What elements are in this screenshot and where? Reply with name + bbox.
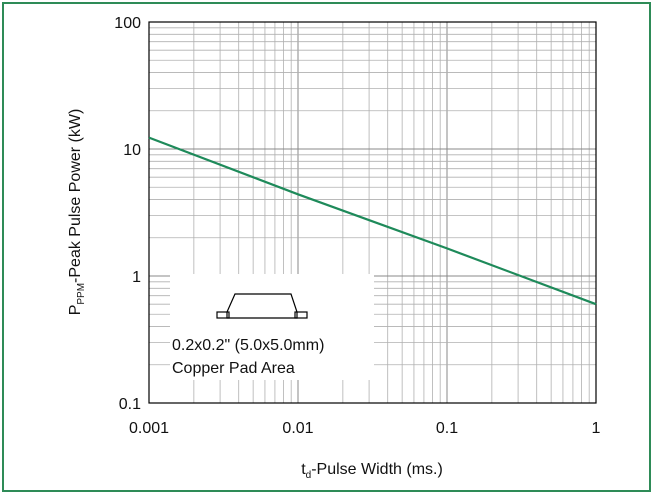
x-tick-label: 0.01	[282, 420, 313, 437]
package-outline-icon	[216, 293, 308, 319]
inset-annotation: 0.2x0.2" (5.0x5.0mm) Copper Pad Area	[170, 274, 374, 380]
y-tick-label: 0.1	[119, 396, 141, 413]
series-line	[148, 136, 597, 306]
y-tick-label: 10	[123, 142, 141, 159]
y-axis-title: PPPM-Peak Pulse Power (kW)	[67, 109, 87, 316]
y-tick-label: 100	[114, 15, 141, 32]
inset-line-2: Copper Pad Area	[172, 360, 295, 377]
x-axis-title: td-Pulse Width (ms.)	[301, 461, 443, 481]
x-tick-label: 0.001	[129, 420, 169, 437]
x-tick-label: 1	[592, 420, 601, 437]
y-tick-label: 1	[132, 269, 141, 286]
inset-line-1: 0.2x0.2" (5.0x5.0mm)	[172, 337, 324, 354]
plot-area-border	[148, 21, 597, 404]
inset-box	[170, 274, 374, 380]
x-tick-label: 0.1	[436, 420, 458, 437]
y-tick-labels: 0.1 1 10 100	[114, 15, 141, 413]
x-tick-labels: 0.001 0.01 0.1 1	[129, 420, 601, 437]
